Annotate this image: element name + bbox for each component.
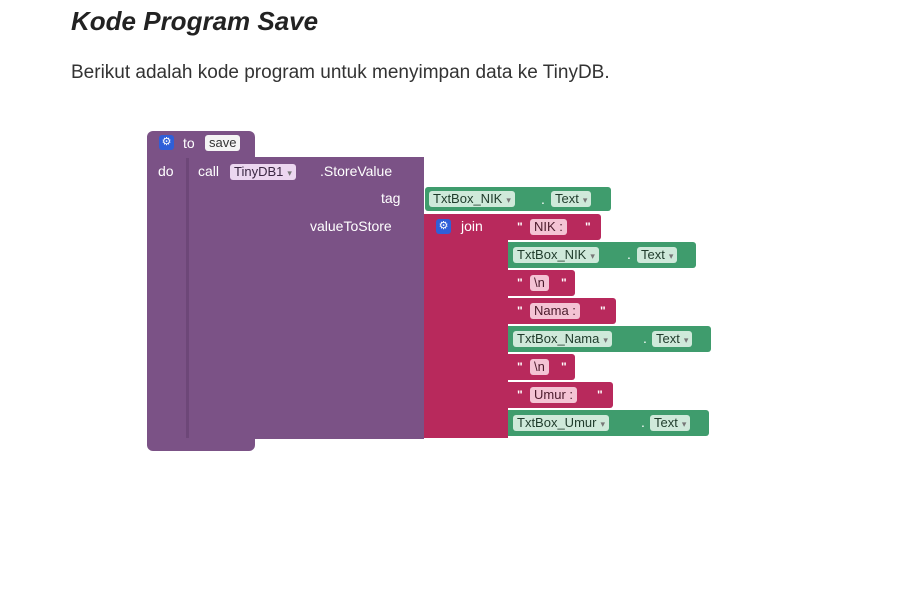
getter-component-dropdown[interactable]: TxtBox_NIK ▾ — [513, 247, 599, 263]
close-quote: " — [561, 276, 567, 290]
component-dropdown-label: TinyDB1 — [234, 164, 284, 179]
caret-down-icon: ▾ — [681, 419, 687, 429]
caret-down-icon: ▾ — [668, 251, 674, 261]
tag-property-dropdown[interactable]: Text ▾ — [551, 191, 592, 207]
getter-component-label: TxtBox_Nama — [517, 331, 600, 346]
caret-down-icon: ▾ — [683, 335, 689, 345]
tag-component-dropdown[interactable]: TxtBox_NIK ▾ — [429, 191, 515, 207]
value-socket-label: valueToStore — [310, 218, 392, 234]
getter-dot: . — [641, 414, 645, 430]
getter-property-label: Text — [654, 415, 678, 430]
getter-property-dropdown[interactable]: Text ▾ — [650, 415, 691, 431]
open-quote: " — [517, 304, 523, 318]
procedure-to-label: to — [183, 135, 195, 151]
tag-component-label: TxtBox_NIK — [433, 191, 503, 206]
getter-property-label: Text — [641, 247, 665, 262]
caret-down-icon: ▾ — [603, 335, 608, 345]
page-title: Kode Program Save — [71, 6, 319, 36]
close-quote: " — [600, 304, 606, 318]
text-value-field[interactable]: NIK : — [530, 219, 567, 235]
procedure-body[interactable] — [147, 157, 424, 439]
close-quote: " — [597, 388, 603, 402]
caret-down-icon: ▾ — [590, 251, 595, 261]
getter-property-dropdown[interactable]: Text ▾ — [652, 331, 693, 347]
getter-property-label: Text — [656, 331, 680, 346]
open-quote: " — [517, 220, 523, 234]
description-text: Berikut adalah kode program untuk menyim… — [71, 62, 610, 83]
join-block[interactable] — [424, 214, 508, 438]
getter-dot: . — [643, 330, 647, 346]
procedure-slot — [186, 158, 189, 438]
method-label: .StoreValue — [320, 163, 393, 179]
text-value-field[interactable]: \n — [530, 359, 549, 375]
caret-down-icon: ▾ — [600, 419, 605, 429]
caret-down-icon: ▾ — [287, 168, 292, 178]
getter-component-label: TxtBox_NIK — [517, 247, 587, 262]
tag-property-label: Text — [555, 191, 579, 206]
text-value-field[interactable]: Umur : — [530, 387, 577, 403]
open-quote: " — [517, 388, 523, 402]
text-value-field[interactable]: Nama : — [530, 303, 580, 319]
getter-property-dropdown[interactable]: Text ▾ — [637, 247, 678, 263]
join-label: join — [461, 218, 483, 234]
procedure-name-field[interactable]: save — [205, 135, 241, 151]
procedure-do-label: do — [158, 163, 174, 179]
caret-down-icon: ▾ — [582, 195, 588, 205]
tag-socket-label: tag — [381, 190, 401, 206]
caret-down-icon: ▾ — [506, 195, 511, 205]
gear-icon[interactable]: ⚙ — [159, 135, 174, 150]
text-value-field[interactable]: \n — [530, 275, 549, 291]
close-quote: " — [561, 360, 567, 374]
procedure-footer[interactable] — [147, 436, 255, 451]
getter-component-label: TxtBox_Umur — [517, 415, 597, 430]
getter-component-dropdown[interactable]: TxtBox_Nama ▾ — [513, 331, 612, 347]
component-dropdown[interactable]: TinyDB1 ▾ — [230, 164, 296, 180]
close-quote: " — [585, 220, 591, 234]
getter-component-dropdown[interactable]: TxtBox_Umur ▾ — [513, 415, 609, 431]
getter-dot: . — [541, 191, 545, 207]
open-quote: " — [517, 276, 523, 290]
call-label: call — [198, 163, 220, 179]
getter-dot: . — [627, 246, 631, 262]
gear-icon[interactable]: ⚙ — [436, 219, 451, 234]
open-quote: " — [517, 360, 523, 374]
